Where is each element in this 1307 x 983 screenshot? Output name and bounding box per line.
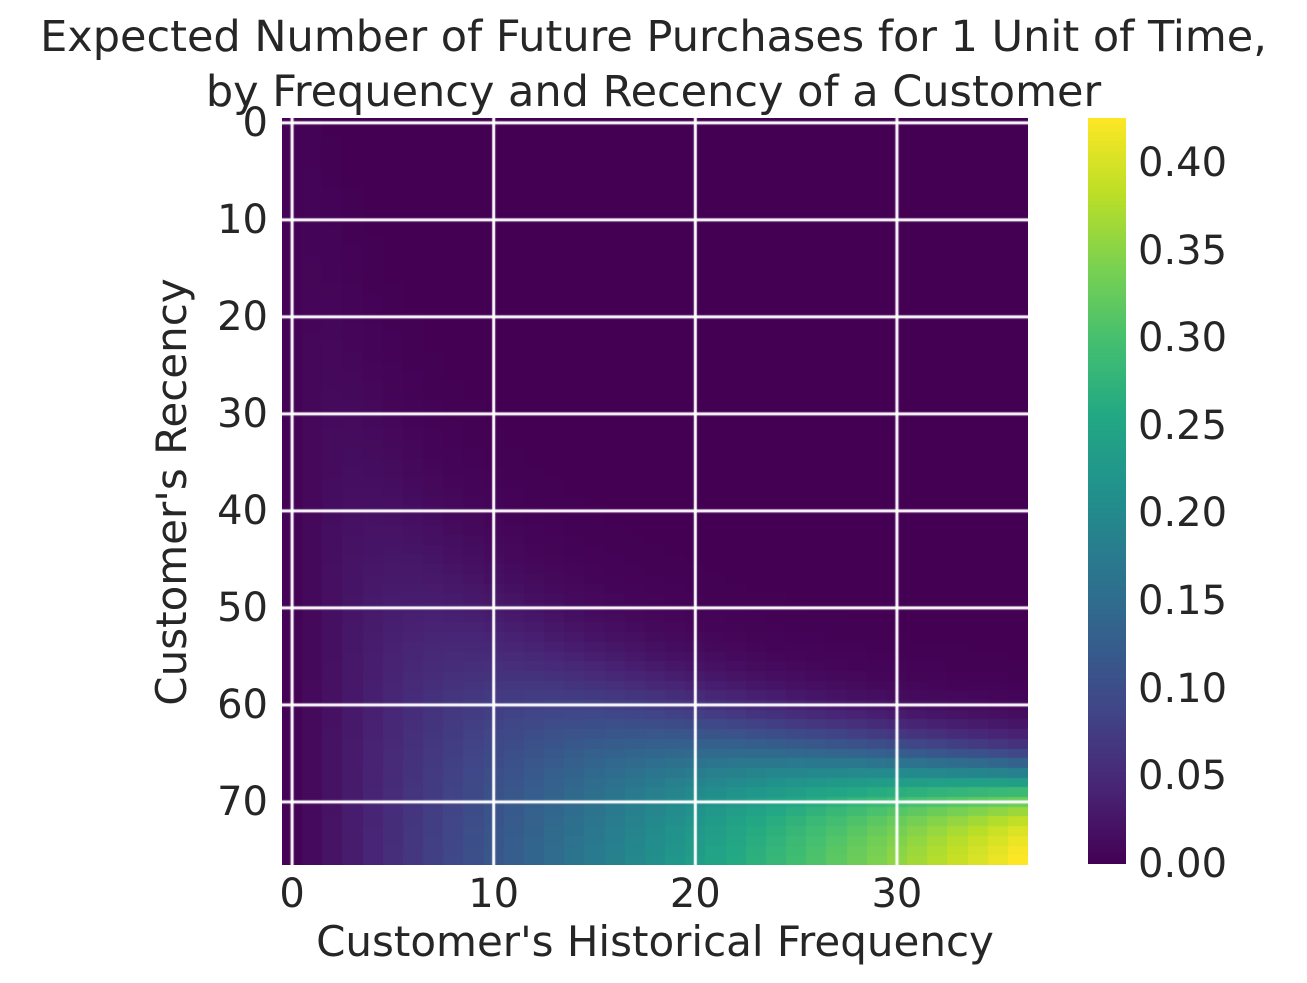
y-tick-label-60: 60 [217, 681, 268, 728]
y-tick-label-70: 70 [217, 778, 268, 825]
x-tick-label-0: 0 [279, 871, 305, 917]
y-tick-label-40: 40 [217, 487, 268, 534]
heatmap-canvas [282, 118, 1028, 865]
y-tick-label-50: 50 [217, 584, 268, 631]
x-tick-label-10: 10 [468, 871, 520, 917]
x-tick-label-30: 30 [871, 871, 923, 917]
colorbar-tick-label-0.25: 0.25 [1138, 402, 1228, 449]
x-tick-label-20: 20 [669, 871, 721, 917]
colorbar-tick-label-0.35: 0.35 [1138, 227, 1228, 274]
colorbar-tick-label-0.05: 0.05 [1138, 753, 1228, 800]
colorbar-tick-label-0.40: 0.40 [1138, 139, 1228, 186]
colorbar-tick-label-0.20: 0.20 [1138, 490, 1228, 537]
y-tick-label-0: 0 [242, 99, 268, 146]
chart-title-line-2: by Frequency and Recency of a Customer [205, 67, 1102, 117]
colorbar-tick-label-0.15: 0.15 [1138, 578, 1228, 625]
chart-title: Expected Number of Future Purchases for … [0, 10, 1307, 120]
chart-title-line-1: Expected Number of Future Purchases for … [40, 12, 1267, 62]
y-tick-label-10: 10 [217, 196, 268, 243]
colorbar-tick-label-0.10: 0.10 [1138, 665, 1228, 712]
y-tick-label-20: 20 [217, 293, 268, 340]
colorbar-canvas [1088, 118, 1126, 864]
x-axis-label: Customer's Historical Frequency [316, 917, 994, 966]
y-tick-label-30: 30 [217, 390, 268, 437]
colorbar-tick-label-0.30: 0.30 [1138, 315, 1228, 362]
colorbar-tick-label-0.00: 0.00 [1138, 841, 1228, 887]
